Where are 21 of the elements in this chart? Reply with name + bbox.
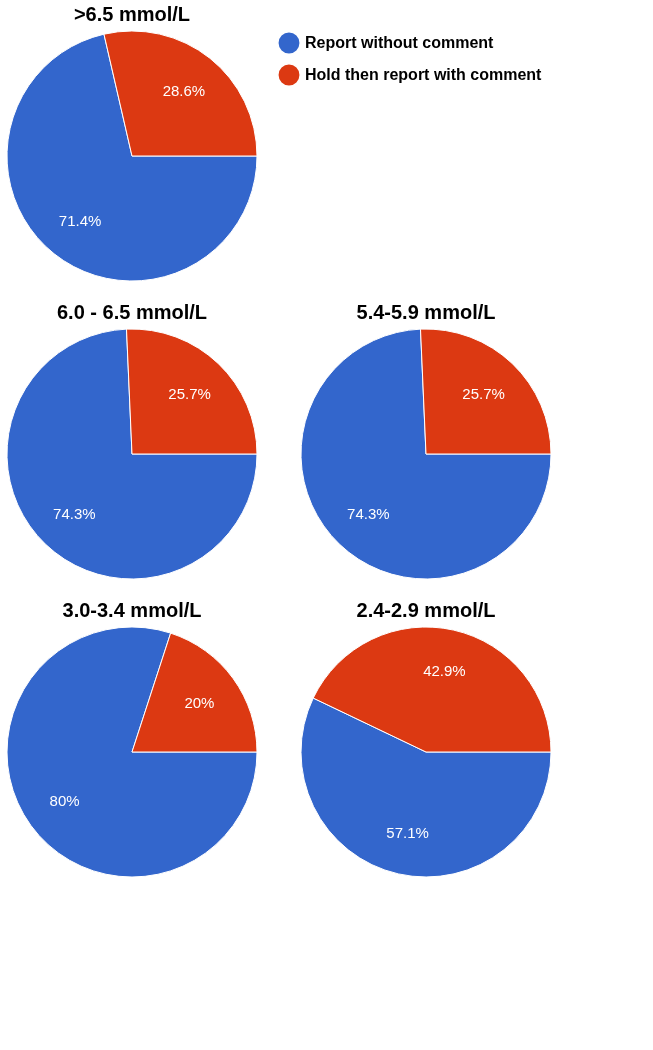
- data-label: 28.6%: [162, 81, 206, 99]
- chart-title: 2.4-2.9 mmol/L: [356, 599, 496, 621]
- data-label: 25.7%: [462, 384, 505, 402]
- data-label: 71.4%: [58, 212, 102, 230]
- data-label: 74.3%: [53, 505, 96, 523]
- data-label: 57.1%: [386, 824, 429, 842]
- chart-title: 5.4-5.9 mmol/L: [356, 301, 496, 323]
- chart-title: 3.0-3.4 mmol/L: [62, 599, 202, 621]
- pie-slice: [6, 626, 258, 878]
- legend-label: Hold then report with comment: [305, 66, 543, 83]
- chart-title: 6.0 - 6.5 mmol/L: [56, 301, 208, 323]
- data-label: 80%: [49, 791, 80, 809]
- pie-slice: [6, 328, 258, 580]
- legend-label: Report without comment: [305, 34, 495, 51]
- data-label: 42.9%: [423, 661, 466, 679]
- data-label: 20%: [184, 694, 215, 712]
- chart-title: >6.5 mmol/L: [73, 3, 191, 25]
- pie-slice: [6, 33, 258, 282]
- data-label: 74.3%: [347, 505, 390, 523]
- data-label: 25.7%: [168, 384, 211, 402]
- pie-slice: [300, 328, 552, 580]
